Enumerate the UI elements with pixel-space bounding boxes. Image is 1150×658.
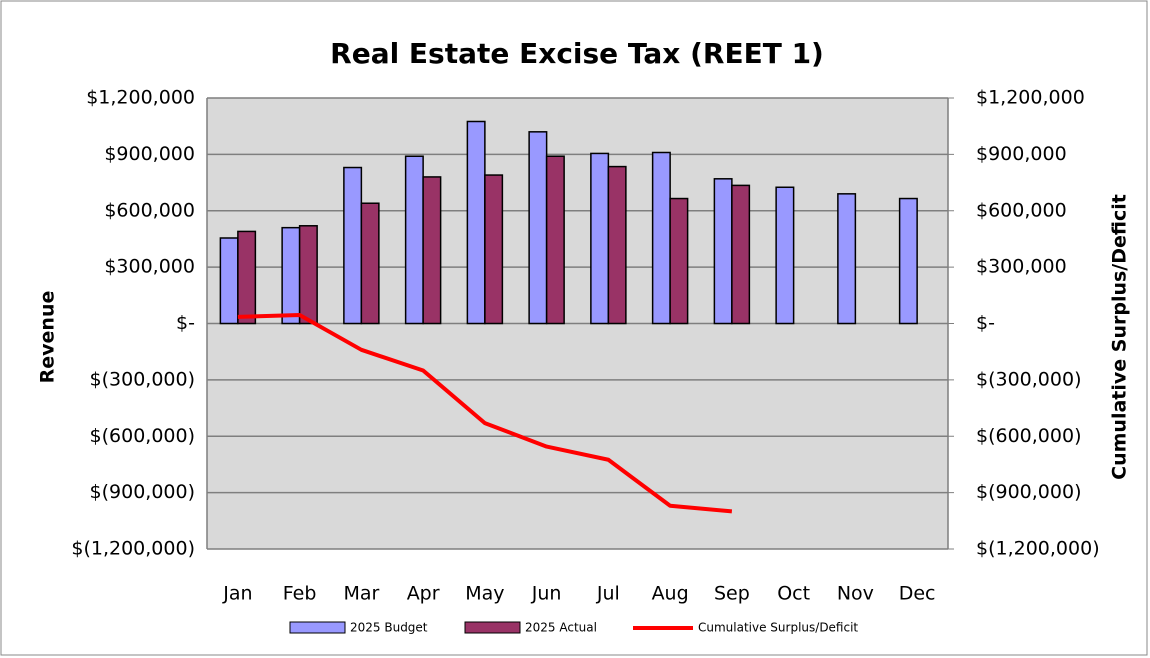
legend-label: 2025 Actual xyxy=(525,621,597,635)
x-tick-label: Jul xyxy=(596,583,620,605)
y2-axis-title: Cumulative Surplus/Deficit xyxy=(1109,194,1131,480)
bar xyxy=(237,230,257,325)
y2-tick-label: $1,200,000 xyxy=(976,87,1085,109)
bar xyxy=(545,155,565,325)
y2-tick-label: $- xyxy=(976,312,995,334)
legend-label: 2025 Budget xyxy=(350,621,428,635)
y-tick-label: $300,000 xyxy=(104,256,195,278)
x-tick-label: May xyxy=(465,583,504,605)
legend-swatch xyxy=(289,621,346,634)
legend-label: Cumulative Surplus/Deficit xyxy=(698,621,858,635)
y2-tick-label: $(600,000) xyxy=(976,425,1081,447)
bar xyxy=(298,225,318,325)
x-tick-label: Oct xyxy=(777,583,810,605)
y2-tick-label: $600,000 xyxy=(976,199,1067,221)
y-tick-label: $(900,000) xyxy=(90,481,195,503)
bar xyxy=(360,202,380,325)
x-tick-label: Feb xyxy=(283,583,317,605)
x-tick-label: Sep xyxy=(714,583,750,605)
bar xyxy=(651,151,671,325)
bar xyxy=(343,166,363,325)
y2-tick-label: $(1,200,000) xyxy=(976,538,1100,560)
line xyxy=(237,313,733,514)
bar xyxy=(484,174,504,325)
y-tick-label: $(300,000) xyxy=(90,368,195,390)
chart-title: Real Estate Excise Tax (REET 1) xyxy=(330,37,824,70)
y2-tick-label: $(900,000) xyxy=(976,481,1081,503)
bar xyxy=(281,226,301,325)
x-tick-label: Jun xyxy=(531,583,562,605)
bar xyxy=(669,197,689,325)
bar xyxy=(837,193,857,325)
bar xyxy=(466,120,486,325)
y2-tick-label: $(300,000) xyxy=(976,368,1081,390)
y-tick-label: $900,000 xyxy=(104,143,195,165)
bar xyxy=(422,176,442,325)
x-tick-label: Nov xyxy=(837,583,874,605)
y2-tick-label: $300,000 xyxy=(976,256,1067,278)
bar xyxy=(590,152,610,325)
y-tick-label: $- xyxy=(176,312,195,334)
y-tick-label: $(1,200,000) xyxy=(71,538,195,560)
x-tick-label: Mar xyxy=(343,583,379,605)
x-tick-label: Dec xyxy=(899,583,936,605)
bar xyxy=(775,186,795,325)
x-tick-label: Apr xyxy=(407,583,440,605)
y-tick-label: $600,000 xyxy=(104,199,195,221)
legend-swatch xyxy=(464,621,521,634)
x-tick-label: Jan xyxy=(222,583,252,605)
bar xyxy=(219,237,239,325)
bar xyxy=(713,178,733,325)
bar xyxy=(404,155,424,325)
y-tick-label: $(600,000) xyxy=(90,425,195,447)
x-tick-label: Aug xyxy=(652,583,689,605)
bar xyxy=(731,184,751,325)
y-axis-title: Revenue xyxy=(37,291,59,384)
bar xyxy=(898,197,918,325)
bar xyxy=(607,165,627,325)
y2-tick-label: $900,000 xyxy=(976,143,1067,165)
bar xyxy=(528,131,548,325)
y-tick-label: $1,200,000 xyxy=(86,87,195,109)
